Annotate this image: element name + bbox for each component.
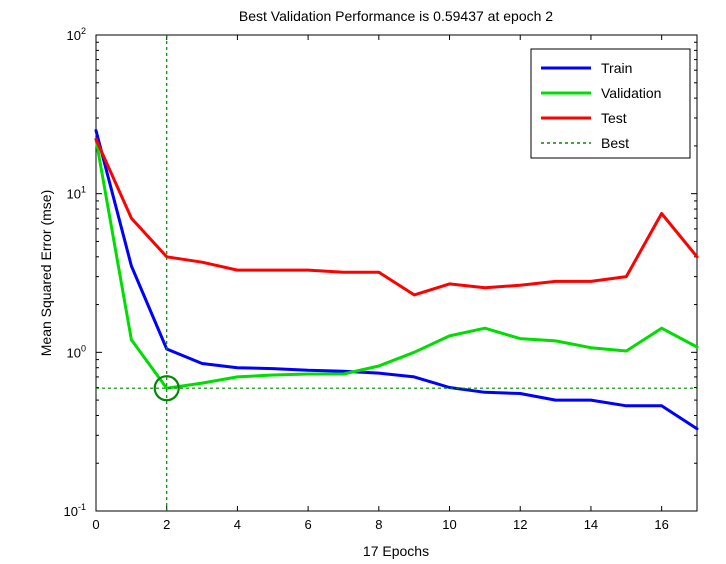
series-group xyxy=(94,129,699,431)
y-tick-label: 102 xyxy=(67,26,86,43)
legend-label-validation: Validation xyxy=(601,85,661,101)
y-tick-label: 10-1 xyxy=(64,502,86,519)
legend-label-train: Train xyxy=(601,60,632,76)
x-tick-label: 0 xyxy=(92,517,99,532)
legend-label-best: Best xyxy=(601,135,629,151)
chart-title: Best Validation Performance is 0.59437 a… xyxy=(239,8,553,24)
legend-label-test: Test xyxy=(601,110,627,126)
series-line-test xyxy=(94,137,699,297)
x-tick-label: 12 xyxy=(513,517,527,532)
series-line-train xyxy=(94,129,699,431)
x-tick-label: 4 xyxy=(234,517,241,532)
y-tick-label: 101 xyxy=(67,185,86,202)
y-axis-label: Mean Squared Error (mse) xyxy=(38,190,54,357)
x-tick-group: 0 2 4 6 8 10 12 14 16 xyxy=(92,35,669,532)
x-axis-label: 17 Epochs xyxy=(363,543,429,559)
best-marker-group xyxy=(96,35,697,511)
x-tick-label: 14 xyxy=(584,517,598,532)
y-tick-group: 10-1 100 101 102 xyxy=(64,26,697,519)
chart-legend: Train Validation Test Best xyxy=(530,48,691,159)
x-tick-label: 16 xyxy=(654,517,668,532)
x-tick-label: 6 xyxy=(305,517,312,532)
x-tick-label: 10 xyxy=(442,517,456,532)
best-point-circle xyxy=(153,375,180,402)
series-line-validation xyxy=(94,137,699,390)
x-tick-label: 2 xyxy=(163,517,170,532)
x-tick-label: 8 xyxy=(375,517,382,532)
y-tick-label: 100 xyxy=(67,343,86,360)
